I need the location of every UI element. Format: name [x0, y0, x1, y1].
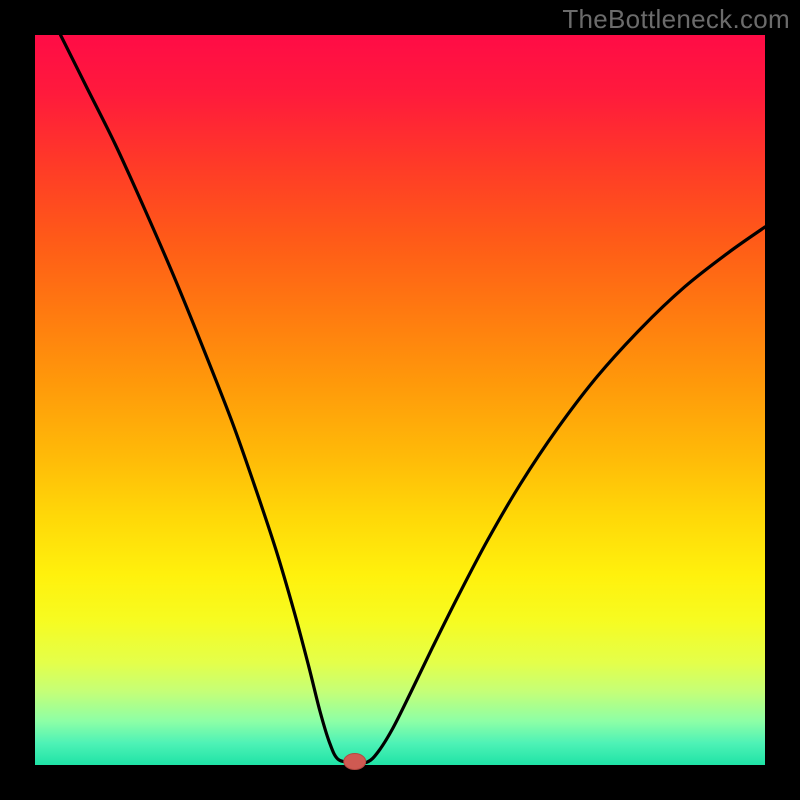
watermark-text: TheBottleneck.com	[562, 4, 790, 35]
optimal-marker	[344, 754, 366, 770]
plot-gradient-background	[35, 35, 765, 765]
chart-stage: TheBottleneck.com	[0, 0, 800, 800]
bottleneck-chart	[0, 0, 800, 800]
